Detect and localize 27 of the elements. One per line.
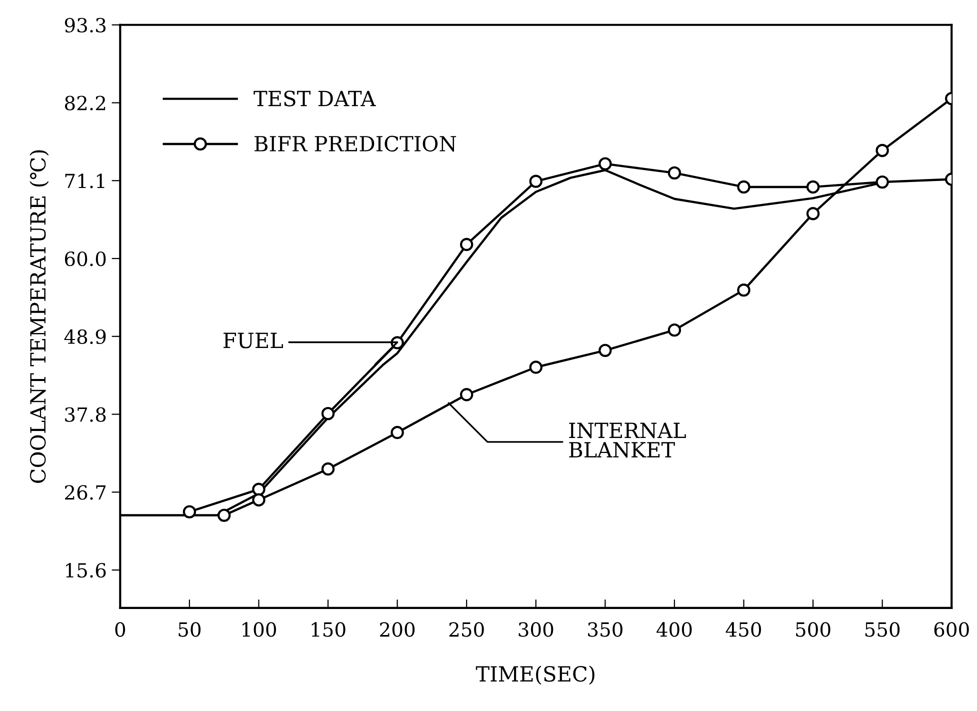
x-tick-label: 600 (934, 622, 969, 637)
y-axis-title: COOLANT TEMPERATURE (℃) (30, 150, 49, 483)
x-tick-label: 500 (796, 622, 830, 637)
x-tick-label: 50 (178, 622, 201, 637)
x-axis-title: TIME(SEC) (476, 666, 594, 685)
y-tick-label: 26.7 (65, 485, 106, 500)
x-tick-label: 450 (726, 622, 762, 637)
y-tick-label: 37.8 (65, 407, 106, 422)
y-tick-label: 15.6 (66, 562, 106, 578)
x-tick-label: 350 (588, 622, 622, 637)
x-tick-label: 550 (865, 622, 900, 637)
x-tick-label: 400 (656, 622, 692, 637)
x-tick-label: 0 (115, 622, 126, 637)
x-tick-label: 100 (242, 622, 276, 637)
x-tick-label: 300 (518, 622, 554, 637)
legend-label: BIFR PREDICTION (254, 136, 456, 152)
y-tick-label: 71.1 (65, 174, 104, 188)
y-tick-label: 82.2 (64, 96, 106, 110)
legend-label: TEST DATA (254, 90, 376, 106)
annotation: INTERNAL BLANKET (569, 422, 686, 458)
x-tick-label: 150 (312, 622, 346, 637)
x-tick-label: 200 (380, 622, 415, 637)
x-tick-label: 250 (449, 622, 484, 637)
y-tick-label: 60.0 (64, 251, 106, 266)
annotation: FUEL (224, 332, 283, 348)
y-tick-label: 48.9 (64, 329, 106, 344)
y-tick-label: 93.3 (64, 18, 106, 33)
